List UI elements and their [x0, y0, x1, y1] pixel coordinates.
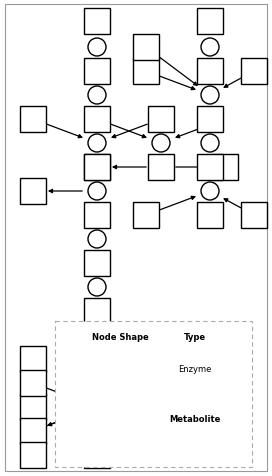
- Ellipse shape: [201, 39, 219, 57]
- Bar: [197, 59, 223, 85]
- Bar: [241, 59, 267, 85]
- Ellipse shape: [152, 135, 170, 153]
- Bar: [95, 407, 119, 431]
- Ellipse shape: [201, 183, 219, 200]
- Bar: [84, 346, 110, 372]
- Ellipse shape: [88, 87, 106, 105]
- Bar: [148, 155, 174, 180]
- Bar: [20, 346, 46, 372]
- Bar: [197, 155, 223, 180]
- Ellipse shape: [88, 398, 106, 416]
- Text: Node Shape: Node Shape: [92, 333, 148, 342]
- Bar: [20, 178, 46, 205]
- Text: Type: Type: [184, 333, 206, 342]
- Bar: [84, 155, 110, 180]
- Bar: [55, 321, 252, 467]
- Ellipse shape: [88, 183, 106, 200]
- Bar: [197, 9, 223, 35]
- Bar: [20, 442, 46, 468]
- Bar: [20, 418, 46, 444]
- Bar: [84, 418, 110, 444]
- Bar: [84, 203, 110, 228]
- Bar: [20, 370, 46, 396]
- Ellipse shape: [88, 278, 106, 297]
- Ellipse shape: [88, 39, 106, 57]
- Bar: [84, 155, 110, 180]
- Bar: [20, 394, 46, 420]
- Ellipse shape: [93, 355, 121, 383]
- Ellipse shape: [88, 230, 106, 248]
- Bar: [84, 442, 110, 468]
- Bar: [197, 107, 223, 133]
- Bar: [133, 59, 159, 85]
- Bar: [20, 107, 46, 133]
- Ellipse shape: [201, 135, 219, 153]
- Bar: [133, 35, 159, 61]
- Ellipse shape: [88, 327, 106, 344]
- Bar: [84, 298, 110, 324]
- Ellipse shape: [201, 87, 219, 105]
- Ellipse shape: [88, 135, 106, 153]
- Bar: [84, 370, 110, 396]
- Bar: [197, 203, 223, 228]
- Bar: [241, 203, 267, 228]
- Text: Metabolite: Metabolite: [169, 415, 221, 424]
- Bar: [84, 59, 110, 85]
- Bar: [84, 9, 110, 35]
- Bar: [84, 107, 110, 133]
- Bar: [84, 250, 110, 277]
- Bar: [212, 155, 238, 180]
- Text: Enzyme: Enzyme: [178, 365, 212, 374]
- Bar: [133, 203, 159, 228]
- Bar: [148, 107, 174, 133]
